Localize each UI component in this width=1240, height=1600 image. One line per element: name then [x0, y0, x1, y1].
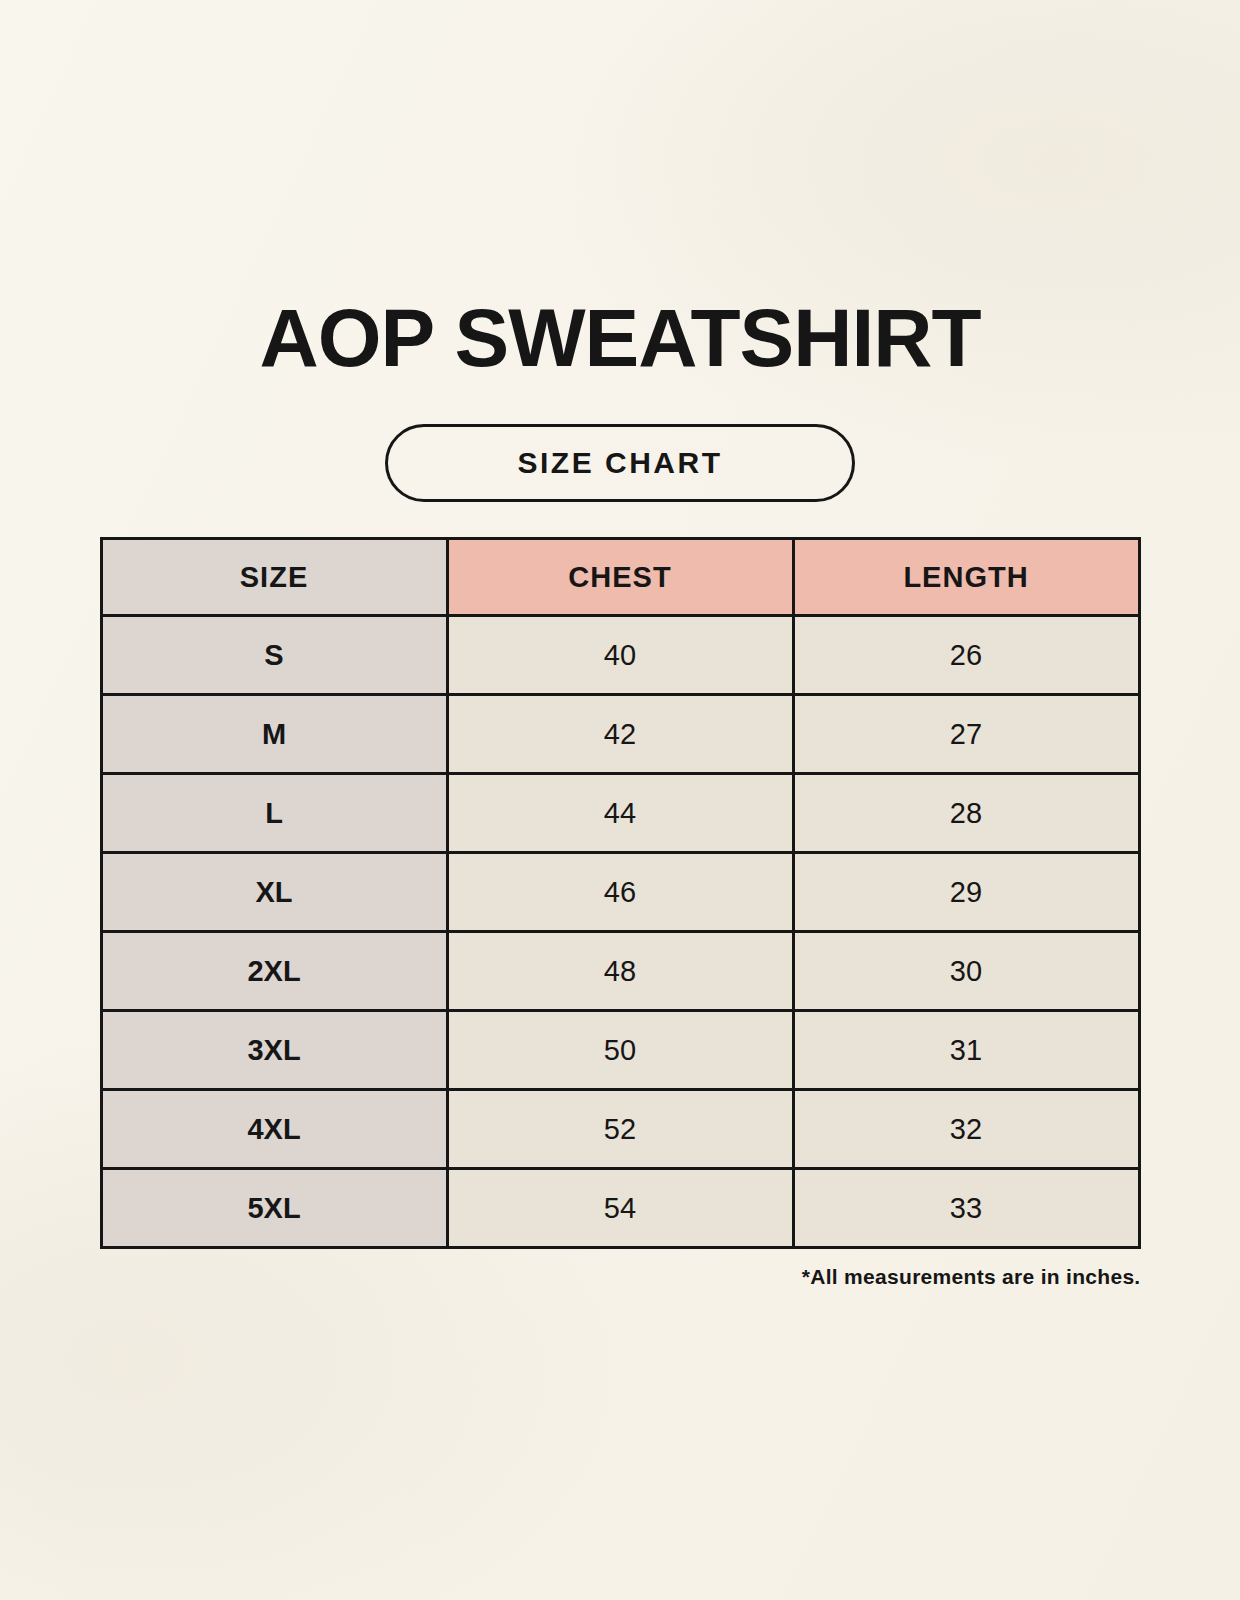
table-header-row: SIZE CHEST LENGTH — [101, 539, 1139, 616]
size-cell: S — [101, 616, 447, 695]
size-chart-badge-label: SIZE CHART — [518, 446, 723, 480]
table-row: M4227 — [101, 695, 1139, 774]
size-table: SIZE CHEST LENGTH S4026M4227L4428XL46292… — [100, 537, 1141, 1249]
chest-cell: 40 — [447, 616, 793, 695]
chest-cell: 46 — [447, 853, 793, 932]
size-cell: L — [101, 774, 447, 853]
size-cell: 4XL — [101, 1090, 447, 1169]
size-chart-badge: SIZE CHART — [385, 424, 855, 502]
chest-cell: 48 — [447, 932, 793, 1011]
table-row: 2XL4830 — [101, 932, 1139, 1011]
chest-cell: 50 — [447, 1011, 793, 1090]
length-cell: 33 — [793, 1169, 1139, 1248]
length-cell: 27 — [793, 695, 1139, 774]
length-cell: 32 — [793, 1090, 1139, 1169]
column-header-length: LENGTH — [793, 539, 1139, 616]
table-body: S4026M4227L4428XL46292XL48303XL50314XL52… — [101, 616, 1139, 1248]
table-row: XL4629 — [101, 853, 1139, 932]
table-row: 4XL5232 — [101, 1090, 1139, 1169]
length-cell: 30 — [793, 932, 1139, 1011]
chest-cell: 44 — [447, 774, 793, 853]
column-header-chest: CHEST — [447, 539, 793, 616]
size-cell: M — [101, 695, 447, 774]
table-row: L4428 — [101, 774, 1139, 853]
length-cell: 28 — [793, 774, 1139, 853]
column-header-size: SIZE — [101, 539, 447, 616]
size-cell: 3XL — [101, 1011, 447, 1090]
table-row: 3XL5031 — [101, 1011, 1139, 1090]
chest-cell: 52 — [447, 1090, 793, 1169]
length-cell: 26 — [793, 616, 1139, 695]
page-title: AOP SWEATSHIRT — [0, 0, 1240, 379]
size-cell: 2XL — [101, 932, 447, 1011]
chest-cell: 54 — [447, 1169, 793, 1248]
size-cell: XL — [101, 853, 447, 932]
chest-cell: 42 — [447, 695, 793, 774]
table-row: 5XL5433 — [101, 1169, 1139, 1248]
size-chart-page: AOP SWEATSHIRT SIZE CHART SIZE CHEST LEN… — [0, 0, 1240, 1600]
size-cell: 5XL — [101, 1169, 447, 1248]
table-row: S4026 — [101, 616, 1139, 695]
length-cell: 31 — [793, 1011, 1139, 1090]
measurements-footnote: *All measurements are in inches. — [100, 1265, 1141, 1289]
length-cell: 29 — [793, 853, 1139, 932]
